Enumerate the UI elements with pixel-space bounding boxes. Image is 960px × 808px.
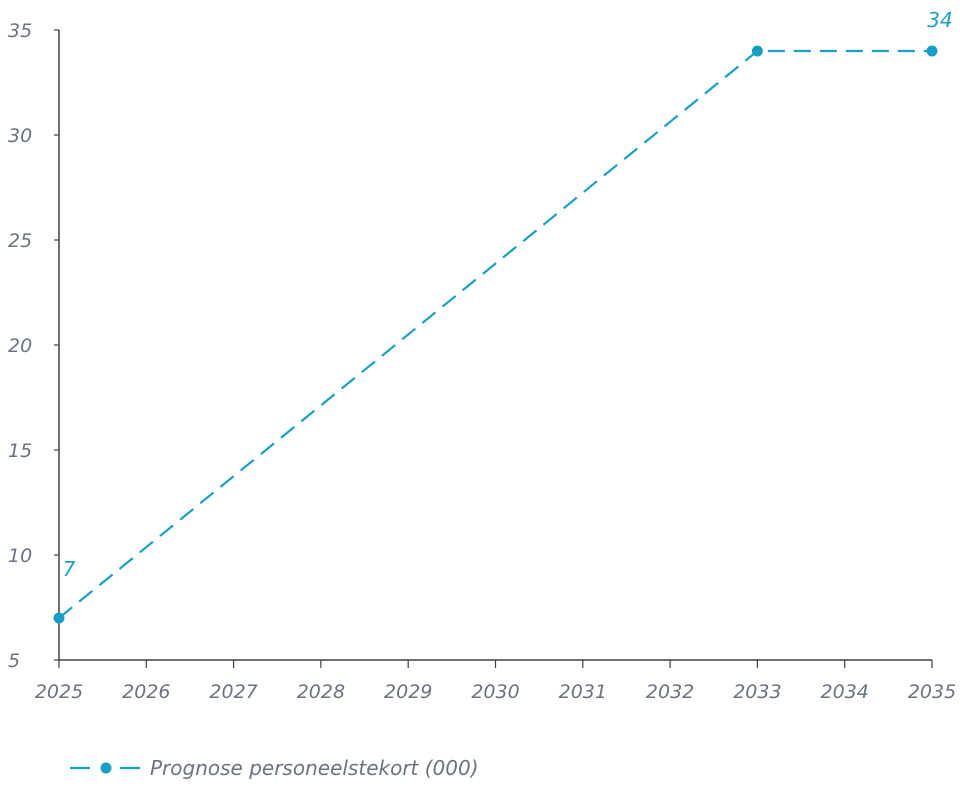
data-label: 34	[927, 8, 952, 32]
x-tick-label: 2030	[471, 681, 519, 703]
y-tick-label: 25	[8, 230, 32, 252]
x-tick-label: 2028	[297, 681, 345, 703]
legend: Prognose personeelstekort (000)	[70, 756, 479, 780]
data-point	[926, 45, 938, 57]
data-point	[53, 612, 65, 624]
y-tick-label: 15	[8, 440, 32, 462]
axes	[58, 30, 932, 661]
x-tick-label: 2035	[908, 681, 956, 703]
y-tick-label: 20	[8, 335, 32, 357]
x-tick-label: 2033	[733, 681, 781, 703]
x-tick-label: 2029	[384, 681, 432, 703]
x-tick-label: 2027	[209, 681, 257, 703]
series-layer: 7 34	[53, 8, 953, 624]
x-tick-label: 2025	[35, 681, 83, 703]
series-line	[58, 49, 932, 619]
legend-marker	[100, 762, 112, 774]
data-label: 7	[63, 557, 76, 581]
y-tick-label: 30	[8, 125, 32, 147]
y-tick-label: 35	[8, 20, 32, 42]
legend-label: Prognose personeelstekort (000)	[150, 756, 479, 780]
y-tick-label: 10	[8, 545, 32, 567]
x-tick-label: 2026	[122, 681, 170, 703]
x-tick-label: 2031	[559, 681, 607, 703]
y-tick-labels: 5 10 15 20 25 30 35	[8, 20, 59, 672]
data-point	[751, 45, 763, 57]
x-tick-label: 2032	[646, 681, 694, 703]
y-tick-label: 5	[8, 650, 20, 672]
x-tick-label: 2034	[821, 681, 869, 703]
x-tick-labels: 2025 2026 2027 2028 2029 2030 2031 2032 2033 2034…	[35, 660, 956, 703]
